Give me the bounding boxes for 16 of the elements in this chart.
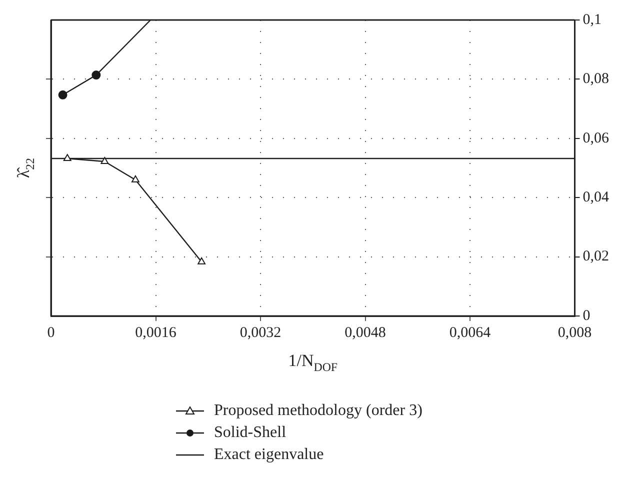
x-tick-label: 0,0016 (135, 324, 177, 341)
y-tick-label: 0,04 (582, 190, 610, 206)
x-tick-label: 0,0048 (344, 324, 386, 341)
x-tick-label: 0,008 (558, 324, 592, 341)
legend-label: Proposed methodology (order 3) (214, 402, 422, 420)
legend-label: Exact eigenvalue (214, 446, 324, 464)
y-tick-label: 0 (582, 308, 590, 324)
y-tick-label: 0,1 (582, 12, 602, 28)
y-tick-label: 0,06 (582, 130, 610, 146)
legend-label: Solid-Shell (214, 424, 287, 442)
y-axis-title: λ̂22 (14, 158, 38, 178)
x-tick-label: 0,0064 (449, 324, 492, 341)
x-tick-label: 0 (47, 324, 55, 341)
y-tick-label: 0,08 (582, 71, 609, 88)
x-tick-label: 0,0032 (240, 324, 282, 341)
y-tick-label: 0,02 (582, 248, 609, 265)
